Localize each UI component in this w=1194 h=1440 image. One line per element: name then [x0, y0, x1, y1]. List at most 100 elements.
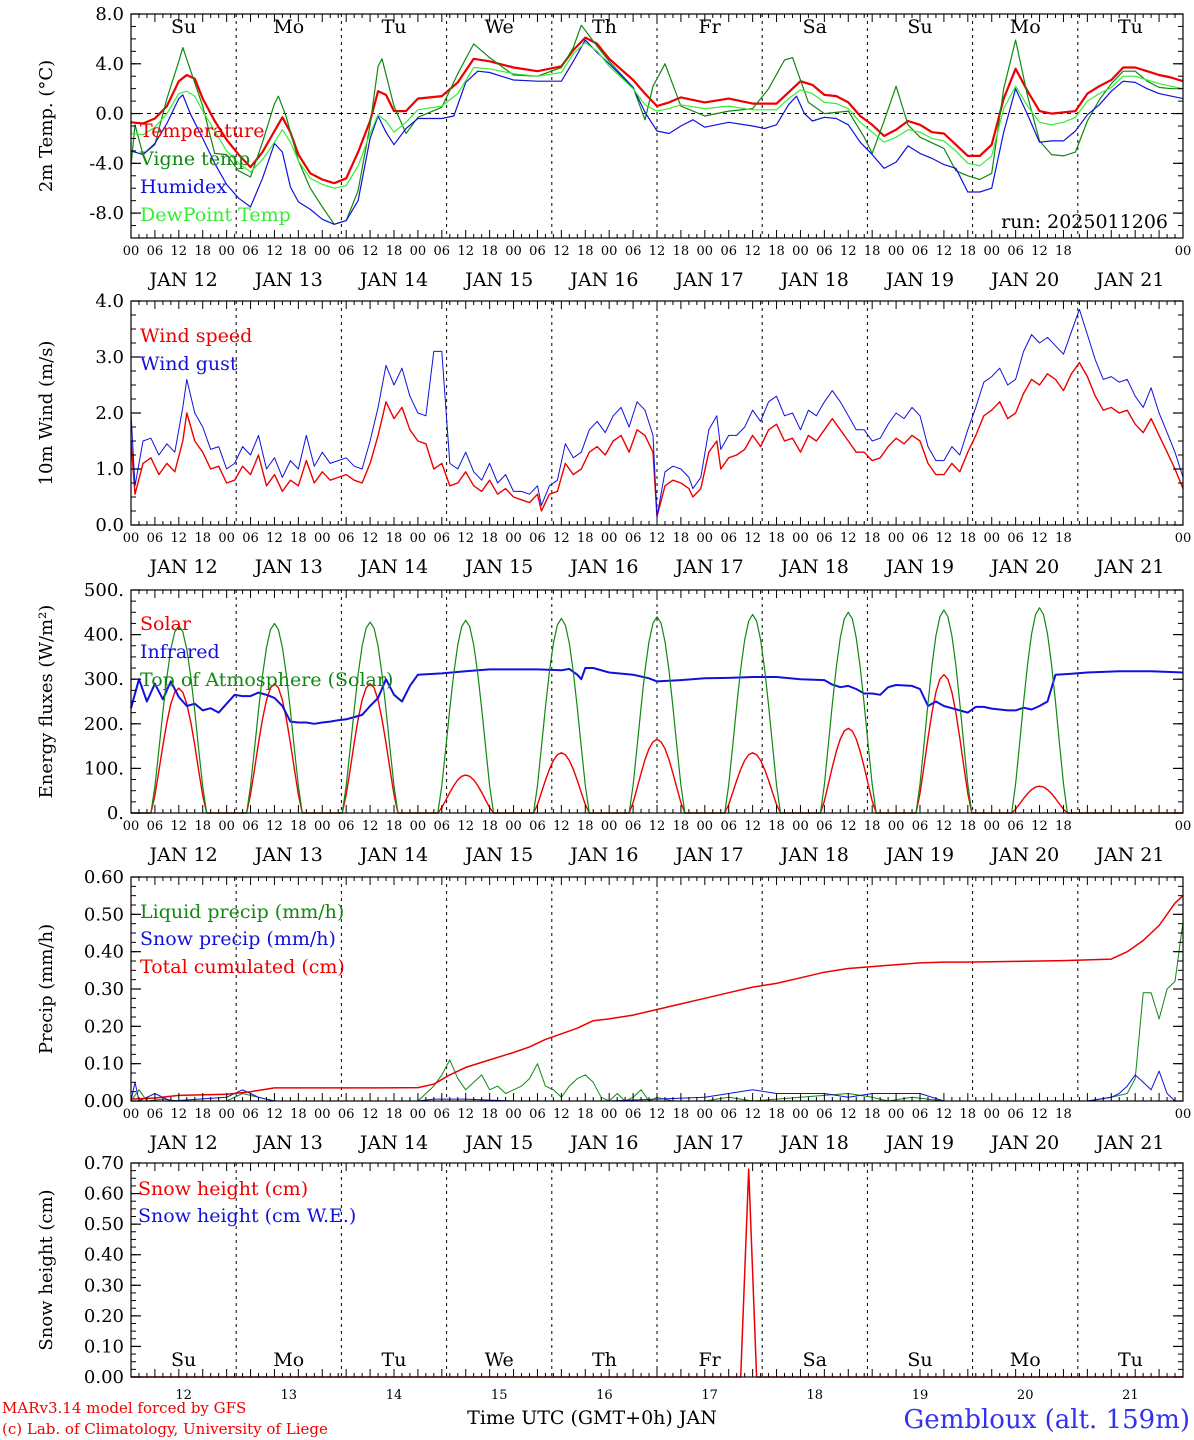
- legend-entry: Liquid precip (mm/h): [140, 901, 344, 923]
- hour-tick-label: 18: [386, 1107, 403, 1122]
- hour-tick-label: 12: [266, 1107, 283, 1122]
- panel-5: 0.70 0.60 0.50 0.40 0.30 0.20 0.10 0.00 Snow hei…: [36, 1153, 1184, 1403]
- date-label: JAN 12: [148, 269, 218, 291]
- hour-tick-label: 12: [171, 1107, 188, 1122]
- date-label: JAN 12: [148, 556, 218, 578]
- hour-tick-label: 18: [386, 244, 403, 259]
- date-label: JAN 19: [884, 844, 954, 866]
- y-tick-label: -4.0: [89, 153, 124, 174]
- y-tick-label: 0.50: [84, 904, 124, 925]
- legend-entry: Snow height (cm W.E.): [138, 1205, 356, 1227]
- y-tick-label: 0.10: [84, 1054, 124, 1075]
- hour-tick-label: 18: [864, 531, 881, 546]
- y-tick-label: 0.40: [84, 1245, 124, 1266]
- date-label: JAN 21: [1094, 1132, 1164, 1154]
- hour-tick-label: 18: [386, 819, 403, 834]
- hour-tick-label: 00: [697, 819, 714, 834]
- date-label: JAN 16: [568, 844, 638, 866]
- date-label: JAN 14: [358, 1132, 428, 1154]
- day-of-week-label: Su: [907, 1349, 932, 1371]
- credit-line-2: (c) Lab. of Climatology, University of L…: [2, 1420, 328, 1438]
- y-tick-label: 0.50: [84, 1214, 124, 1235]
- panel-3: 500. 400. 300. 200. 100. 0. Energy fluxes (W/m…: [36, 580, 1191, 866]
- legend-entry: Top of Atmosphere (Solar): [140, 669, 393, 691]
- date-label: JAN 15: [463, 1132, 533, 1154]
- y-tick-label: 0.40: [84, 942, 124, 963]
- hour-tick-label: 00: [505, 531, 522, 546]
- date-label: JAN 20: [989, 269, 1059, 291]
- hour-tick-label: 18: [577, 531, 594, 546]
- hour-tick-label: 06: [529, 1107, 546, 1122]
- hour-tick-label: 00: [123, 244, 140, 259]
- hour-tick-label: 12: [362, 531, 379, 546]
- hour-tick-label: 18: [960, 1107, 977, 1122]
- y-tick-label: 0.0: [95, 515, 124, 536]
- date-label: JAN 18: [779, 269, 849, 291]
- hour-tick-label: 18: [1055, 244, 1072, 259]
- hour-tick-label: 18: [194, 819, 211, 834]
- hour-tick-label: 06: [912, 244, 929, 259]
- legend-entry: Temperature: [140, 120, 264, 142]
- date-label: JAN 18: [779, 844, 849, 866]
- hour-tick-label: 18: [768, 819, 785, 834]
- day-number-label: 21: [1122, 1388, 1139, 1403]
- hour-tick-label: 00: [601, 819, 618, 834]
- legend-entry: Snow height (cm): [138, 1178, 308, 1200]
- date-label: JAN 20: [989, 844, 1059, 866]
- hour-tick-label: 18: [481, 531, 498, 546]
- date-label: JAN 13: [253, 556, 323, 578]
- hour-tick-label: 12: [840, 244, 857, 259]
- hour-tick-label: 00: [123, 531, 140, 546]
- hour-tick-label: 00: [601, 531, 618, 546]
- day-of-week-label: Mo: [273, 16, 304, 38]
- hour-tick-label: 00: [792, 819, 809, 834]
- legend-entry: Wind gust: [140, 353, 238, 375]
- hour-tick-label: 06: [434, 1107, 451, 1122]
- date-label: JAN 14: [358, 844, 428, 866]
- hour-tick-label: 06: [1007, 531, 1024, 546]
- y-tick-label: 300.: [84, 669, 124, 690]
- hour-tick-label: 18: [864, 244, 881, 259]
- date-label: JAN 13: [253, 269, 323, 291]
- day-of-week-label: We: [485, 16, 514, 38]
- series-group: [130, 24, 1184, 225]
- hour-tick-label: 12: [744, 244, 761, 259]
- y-tick-label: 2.0: [95, 403, 124, 424]
- hour-tick-label: 12: [1031, 531, 1048, 546]
- hour-tick-label: 00: [697, 244, 714, 259]
- hour-tick-label: 12: [649, 244, 666, 259]
- hour-tick-label: 06: [338, 1107, 355, 1122]
- day-number-label: 16: [596, 1388, 613, 1403]
- hour-tick-label: 12: [649, 531, 666, 546]
- date-label: JAN 17: [674, 556, 744, 578]
- date-label: JAN 14: [358, 269, 428, 291]
- day-number-label: 20: [1017, 1388, 1034, 1403]
- hour-tick-label: 12: [936, 244, 953, 259]
- hour-tick-label: 00: [1175, 244, 1192, 259]
- date-label: JAN 12: [148, 1132, 218, 1154]
- hour-tick-label: 12: [936, 1107, 953, 1122]
- hour-tick-label: 06: [434, 531, 451, 546]
- hour-tick-label: 18: [290, 819, 307, 834]
- date-label: JAN 12: [148, 844, 218, 866]
- hour-tick-label: 12: [266, 244, 283, 259]
- hour-tick-label: 12: [171, 244, 188, 259]
- hour-tick-label: 06: [625, 244, 642, 259]
- series-line-1-4: [130, 42, 1184, 189]
- y-tick-label: 0.60: [84, 867, 124, 888]
- hour-tick-label: 12: [1031, 1107, 1048, 1122]
- hour-tick-label: 06: [529, 244, 546, 259]
- hour-tick-label: 00: [314, 531, 331, 546]
- date-label: JAN 16: [568, 1132, 638, 1154]
- hour-tick-label: 12: [553, 531, 570, 546]
- hour-tick-label: 06: [338, 244, 355, 259]
- hour-tick-label: 06: [625, 819, 642, 834]
- hour-tick-label: 00: [314, 244, 331, 259]
- y-tick-label: 0.30: [84, 1275, 124, 1296]
- hour-tick-label: 06: [242, 244, 259, 259]
- day-of-week-label: Tu: [1118, 1349, 1143, 1371]
- hour-tick-label: 00: [792, 244, 809, 259]
- day-number-label: 17: [701, 1388, 718, 1403]
